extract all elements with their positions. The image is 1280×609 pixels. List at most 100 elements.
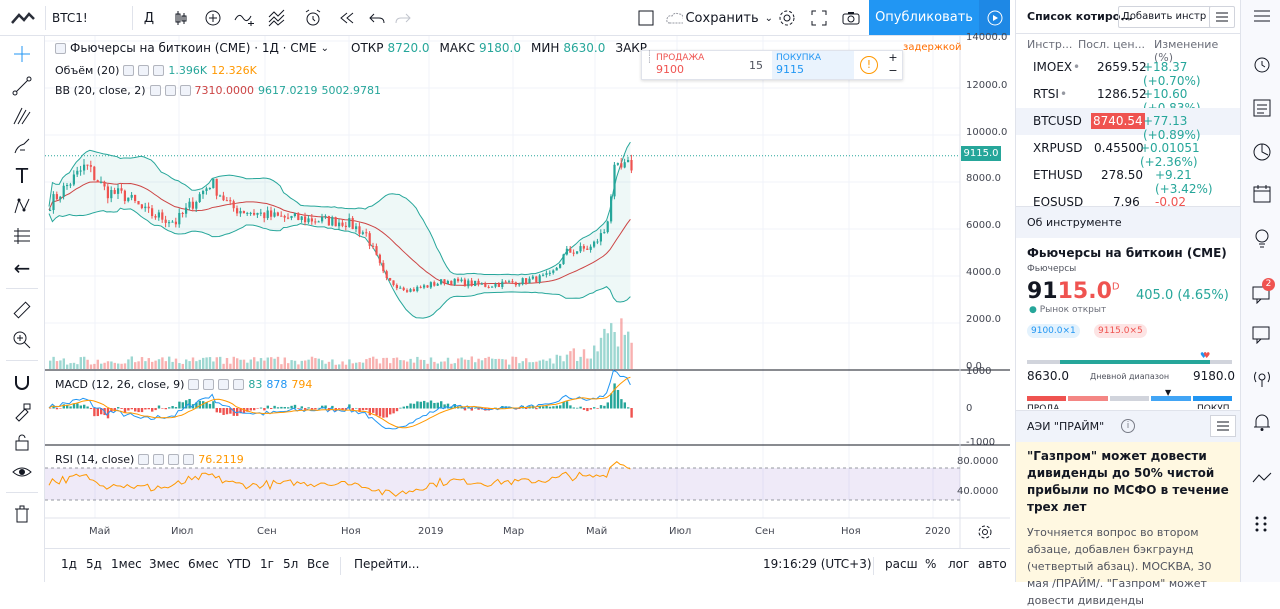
trash-icon[interactable] bbox=[8, 500, 36, 528]
range-1y[interactable]: 1г bbox=[260, 557, 274, 571]
extended-toggle[interactable]: расш bbox=[885, 557, 918, 571]
watchlist-row[interactable]: ETHUSD 278.50 +9.21 (+3.42%) bbox=[1033, 168, 1213, 196]
calendar-icon[interactable] bbox=[1250, 182, 1274, 206]
fullscreen-icon[interactable] bbox=[807, 0, 831, 36]
info-icon[interactable]: ! bbox=[860, 56, 878, 74]
col-change[interactable]: Изменение (%) bbox=[1154, 38, 1219, 64]
back-arrow-icon[interactable]: ← bbox=[13, 256, 31, 280]
crosshair-icon[interactable] bbox=[8, 40, 36, 68]
close-icon[interactable] bbox=[233, 379, 245, 390]
goto-button[interactable]: Перейти... bbox=[354, 557, 420, 571]
publish-button[interactable]: Опубликовать bbox=[869, 0, 979, 35]
watchlist-row[interactable]: IMOEX • 2659.52 +18.37 (+0.70%) bbox=[1033, 60, 1201, 88]
interval-button[interactable]: Д bbox=[143, 10, 155, 26]
watchlist-row[interactable]: RTSI• 1286.52 +10.60 (+0.83%) bbox=[1033, 87, 1201, 115]
alert-clock-icon[interactable] bbox=[300, 0, 326, 36]
play-icon[interactable] bbox=[979, 0, 1010, 35]
chat-notify-icon[interactable]: 2 bbox=[1250, 278, 1275, 306]
lock-draw-icon[interactable] bbox=[8, 398, 36, 426]
replay-icon[interactable] bbox=[336, 0, 358, 36]
layout-icon[interactable] bbox=[634, 0, 658, 36]
alarm-clock-icon[interactable] bbox=[1250, 52, 1274, 76]
news-card[interactable]: "Газпром" может довести дивиденды до 50%… bbox=[1016, 442, 1241, 607]
undo-icon[interactable] bbox=[366, 0, 388, 36]
log-toggle[interactable]: лог bbox=[948, 557, 970, 571]
range-ytd[interactable]: YTD bbox=[227, 557, 251, 571]
info-icon[interactable]: i bbox=[1121, 419, 1135, 433]
range-5d[interactable]: 5д bbox=[86, 557, 102, 571]
brush-icon[interactable] bbox=[8, 132, 36, 160]
zoom-plus-minus[interactable]: + − bbox=[888, 51, 898, 77]
chart-canvas[interactable] bbox=[45, 36, 1010, 548]
grid-dots-icon[interactable] bbox=[1250, 512, 1274, 536]
eye-toggle-icon[interactable] bbox=[149, 85, 161, 96]
pattern-icon[interactable] bbox=[8, 192, 36, 220]
auto-toggle[interactable]: авто bbox=[978, 557, 1007, 571]
save-button[interactable]: Сохранить ⌄ bbox=[665, 0, 773, 36]
watchlist-row[interactable]: EOSUSD 7.96 -0.02 (-0.21%) bbox=[1033, 195, 1187, 206]
ruler-icon[interactable] bbox=[8, 296, 36, 324]
range-3m[interactable]: 3мес bbox=[149, 557, 180, 571]
eye-toggle-icon[interactable] bbox=[188, 379, 200, 390]
chevron-down-icon[interactable]: ⌄ bbox=[764, 12, 773, 24]
eye-icon[interactable] bbox=[8, 458, 36, 486]
sell-button[interactable]: ПРОДАЖА 9100 bbox=[656, 53, 705, 76]
col-symbol[interactable]: Инстр... bbox=[1027, 38, 1073, 51]
up-icon[interactable] bbox=[218, 379, 230, 390]
watchlist-title[interactable]: Список котиро... bbox=[1027, 10, 1133, 23]
menu-logo-icon[interactable] bbox=[6, 0, 40, 36]
add-symbol-button[interactable]: Добавить инстр bbox=[1118, 6, 1216, 28]
collapse-icon[interactable] bbox=[55, 42, 66, 54]
watchlist-icon[interactable] bbox=[1250, 4, 1274, 28]
settings-icon[interactable] bbox=[153, 454, 165, 465]
symbol-search[interactable]: BTC1! bbox=[52, 11, 88, 25]
watchlist-row-selected[interactable]: BTCUSD 8740.54 +77.13 (+0.89%) bbox=[1016, 108, 1241, 142]
col-last[interactable]: Посл. цен... bbox=[1078, 38, 1146, 51]
text-tool-icon[interactable]: T bbox=[15, 164, 29, 188]
chevron-down-icon[interactable]: ⌄ bbox=[320, 42, 330, 54]
pitchfork-icon[interactable] bbox=[8, 102, 36, 130]
zoom-in-icon[interactable] bbox=[8, 326, 36, 354]
chart-wave-icon[interactable] bbox=[1250, 466, 1274, 490]
buy-button[interactable]: ПОКУПКА 9115 bbox=[772, 51, 854, 79]
settings-icon[interactable] bbox=[203, 379, 215, 390]
settings-icon[interactable] bbox=[164, 85, 176, 96]
candles-icon[interactable] bbox=[168, 0, 194, 36]
clock-text[interactable]: 19:16:29 (UTC+3) bbox=[763, 557, 872, 571]
news-headline[interactable]: "Газпром" может довести дивиденды до 50%… bbox=[1027, 449, 1229, 514]
chart-settings-gear-icon[interactable] bbox=[977, 524, 993, 543]
range-all[interactable]: Все bbox=[307, 557, 330, 571]
chat-icon[interactable] bbox=[1250, 322, 1274, 346]
settings-gear-icon[interactable] bbox=[775, 0, 799, 36]
close-icon[interactable] bbox=[153, 65, 165, 76]
trendline-icon[interactable] bbox=[8, 72, 36, 100]
magnet-icon[interactable] bbox=[8, 368, 36, 396]
redo-icon[interactable] bbox=[392, 0, 414, 36]
settings-icon[interactable] bbox=[138, 65, 150, 76]
templates-icon[interactable] bbox=[266, 0, 292, 36]
eye-toggle-icon[interactable] bbox=[138, 454, 150, 465]
eye-toggle-icon[interactable] bbox=[123, 65, 135, 76]
close-icon[interactable] bbox=[183, 454, 195, 465]
chart-area[interactable]: Фьючерсы на биткоин (CME) · 1Д · CME ⌄ О… bbox=[45, 32, 1010, 548]
watchlist-row[interactable]: XRPUSD 0.45500 +0.01051 (+2.36%) bbox=[1033, 141, 1200, 169]
broadcast-icon[interactable] bbox=[1250, 366, 1274, 390]
prediction-icon[interactable] bbox=[8, 222, 36, 250]
lightbulb-icon[interactable] bbox=[1250, 226, 1274, 250]
range-5y[interactable]: 5л bbox=[283, 557, 299, 571]
up-icon[interactable] bbox=[168, 454, 180, 465]
range-1m[interactable]: 1мес bbox=[111, 557, 142, 571]
menu-lines-icon[interactable] bbox=[1209, 6, 1235, 28]
close-icon[interactable] bbox=[179, 85, 191, 96]
indicators-icon[interactable] bbox=[232, 0, 258, 36]
percent-toggle[interactable]: % bbox=[925, 557, 937, 571]
bell-icon[interactable] bbox=[1250, 410, 1274, 434]
data-window-icon[interactable] bbox=[1250, 96, 1274, 120]
compare-add-icon[interactable] bbox=[200, 0, 226, 36]
hotlist-icon[interactable] bbox=[1250, 140, 1274, 164]
lock-icon[interactable] bbox=[8, 428, 36, 456]
range-6m[interactable]: 6мес bbox=[188, 557, 219, 571]
range-1d[interactable]: 1д bbox=[61, 557, 77, 571]
camera-icon[interactable] bbox=[839, 0, 863, 36]
menu-lines-icon[interactable] bbox=[1210, 415, 1236, 437]
